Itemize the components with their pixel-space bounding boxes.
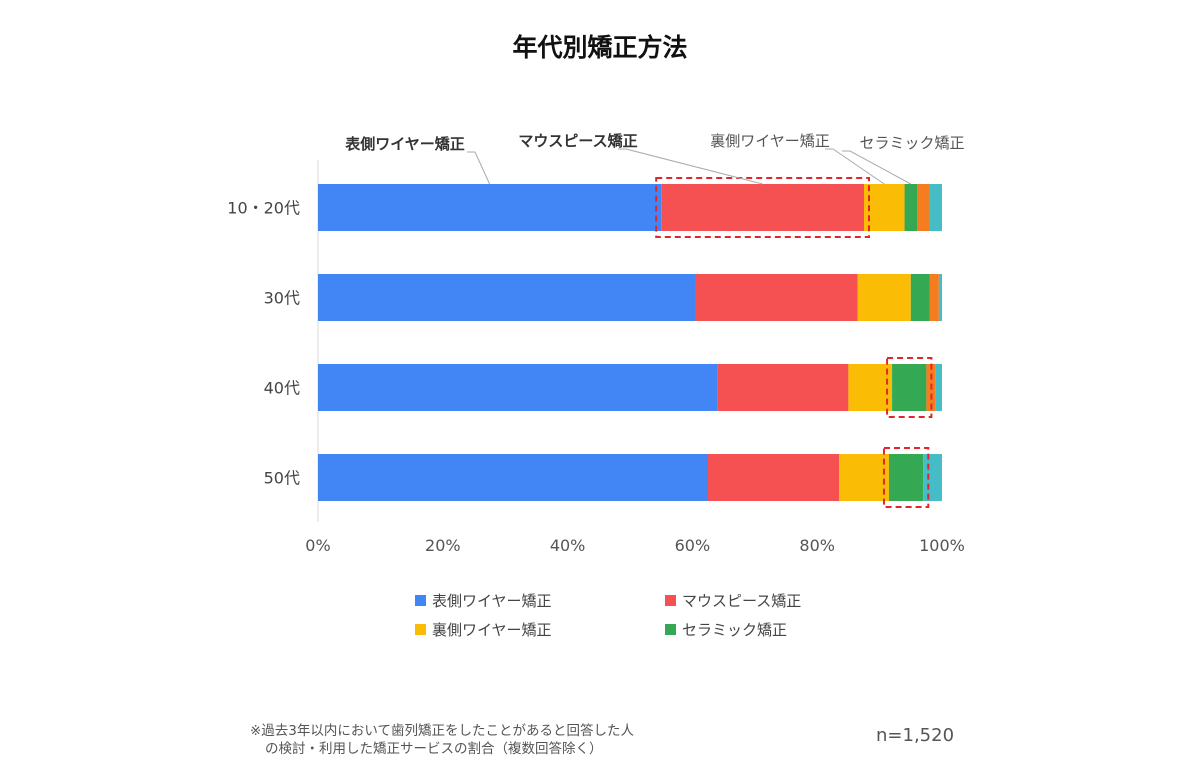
bar-segment <box>938 274 942 321</box>
bar-segment <box>929 184 942 231</box>
bar-segment <box>839 454 889 501</box>
legend-item: 表側ワイヤー矯正 <box>415 590 552 611</box>
footnote: ※過去3年以内において歯列矯正をしたことがあると回答した人 の検討・利用した矯正… <box>250 722 634 758</box>
legend-label: セラミック矯正 <box>682 621 788 639</box>
bar-segment <box>318 184 662 231</box>
x-tick-label: 100% <box>919 536 965 555</box>
bar-segment <box>888 454 924 501</box>
sample-size: n=1,520 <box>876 725 955 746</box>
bar-segment <box>892 364 927 411</box>
legend-item: 裏側ワイヤー矯正 <box>415 619 552 640</box>
highlight-box <box>882 447 930 508</box>
callout-label: マウスピース矯正 <box>518 132 637 150</box>
bar-segment <box>923 454 942 501</box>
bar-segment <box>864 184 905 231</box>
bar-segment <box>661 184 864 231</box>
x-tick-label: 60% <box>675 536 711 555</box>
bar-segment <box>695 274 858 321</box>
bar-segment <box>910 274 930 321</box>
y-tick-label: 30代 <box>264 289 300 308</box>
highlight-box <box>886 357 933 418</box>
y-tick-label: 50代 <box>264 469 300 488</box>
bar-segment <box>318 274 696 321</box>
callout-leader-line <box>842 150 912 185</box>
y-tick-label: 40代 <box>264 379 300 398</box>
callout-label: 表側ワイヤー矯正 <box>345 135 465 153</box>
bar-segment <box>717 364 849 411</box>
legend-swatch <box>415 595 426 606</box>
x-tick-label: 0% <box>305 536 330 555</box>
bar-segment <box>318 364 718 411</box>
legend-swatch <box>415 624 426 635</box>
x-tick-label: 40% <box>550 536 586 555</box>
callout-leader-line <box>467 151 491 185</box>
callout-label: 裏側ワイヤー矯正 <box>710 132 830 150</box>
bar-segment <box>857 274 911 321</box>
bar-segment <box>708 454 840 501</box>
legend-item: セラミック矯正 <box>665 619 787 640</box>
callout-label: セラミック矯正 <box>859 134 964 152</box>
bar-segment <box>929 274 939 321</box>
bar-segment <box>917 184 930 231</box>
y-tick-label: 10・20代 <box>227 199 300 218</box>
callout-leader-line <box>618 148 763 185</box>
chart-title: 年代別矯正方法 <box>512 33 688 62</box>
legend-swatch <box>665 624 676 635</box>
legend-label: 裏側ワイヤー矯正 <box>432 621 552 639</box>
legend-swatch <box>665 595 676 606</box>
legend-item: マウスピース矯正 <box>665 590 801 611</box>
footnote-line: の検討・利用した矯正サービスの割合（複数回答除く） <box>265 741 603 757</box>
bar-segment <box>848 364 893 411</box>
callout-leader-line <box>825 148 885 185</box>
bar-segment <box>318 454 708 501</box>
highlight-box <box>655 177 871 238</box>
legend-label: マウスピース矯正 <box>682 592 802 610</box>
x-tick-label: 80% <box>799 536 835 555</box>
legend-label: 表側ワイヤー矯正 <box>432 592 552 610</box>
footnote-line: ※過去3年以内において歯列矯正をしたことがあると回答した人 <box>250 723 634 739</box>
bar-segment <box>904 184 918 231</box>
bar-segment <box>935 364 942 411</box>
x-tick-label: 20% <box>425 536 461 555</box>
